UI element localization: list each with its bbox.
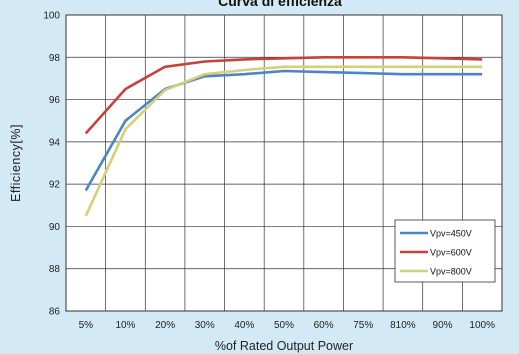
legend-label: Vpv=800V	[430, 267, 472, 277]
x-tick-label: 810%	[390, 320, 416, 331]
x-tick-label: 20%	[155, 320, 175, 331]
x-tick-labels: 5% 10% 20% 30% 40% 50% 60% 75% 810% 90% 100%	[79, 320, 495, 331]
series-line	[84, 56, 483, 135]
x-tick-label: 75%	[353, 320, 373, 331]
series-line	[84, 69, 483, 192]
x-tick-label: 60%	[314, 320, 334, 331]
y-tick-label: 92	[49, 180, 61, 191]
y-tick-labels: 86 88 90 92 94 96 98 100	[43, 11, 60, 318]
x-tick-label: 50%	[274, 320, 294, 331]
x-tick-label: 5%	[79, 320, 94, 331]
y-tick-label: 88	[49, 264, 61, 275]
series-line	[84, 65, 483, 217]
x-tick-label: 30%	[195, 320, 215, 331]
series-lines	[84, 56, 483, 217]
y-tick-label: 98	[49, 53, 61, 64]
y-tick-label: 90	[49, 222, 61, 233]
x-tick-label: 10%	[115, 320, 135, 331]
y-axis-title: Efficiency[%]	[9, 124, 23, 202]
legend-label: Vpv=600V	[430, 248, 472, 258]
x-tick-label: 40%	[234, 320, 254, 331]
y-tick-label: 94	[49, 137, 61, 148]
chart-title: Curva di efficienza	[218, 0, 342, 9]
legend: Vpv=450V Vpv=600V Vpv=800V	[394, 219, 496, 283]
y-tick-label: 86	[49, 307, 61, 318]
y-tick-label: 96	[49, 95, 61, 106]
x-tick-label: 100%	[469, 320, 495, 331]
legend-label: Vpv=450V	[430, 229, 472, 239]
y-tick-label: 100	[43, 11, 60, 22]
x-tick-label: 90%	[433, 320, 453, 331]
x-axis-title: %of Rated Output Power	[215, 339, 353, 353]
